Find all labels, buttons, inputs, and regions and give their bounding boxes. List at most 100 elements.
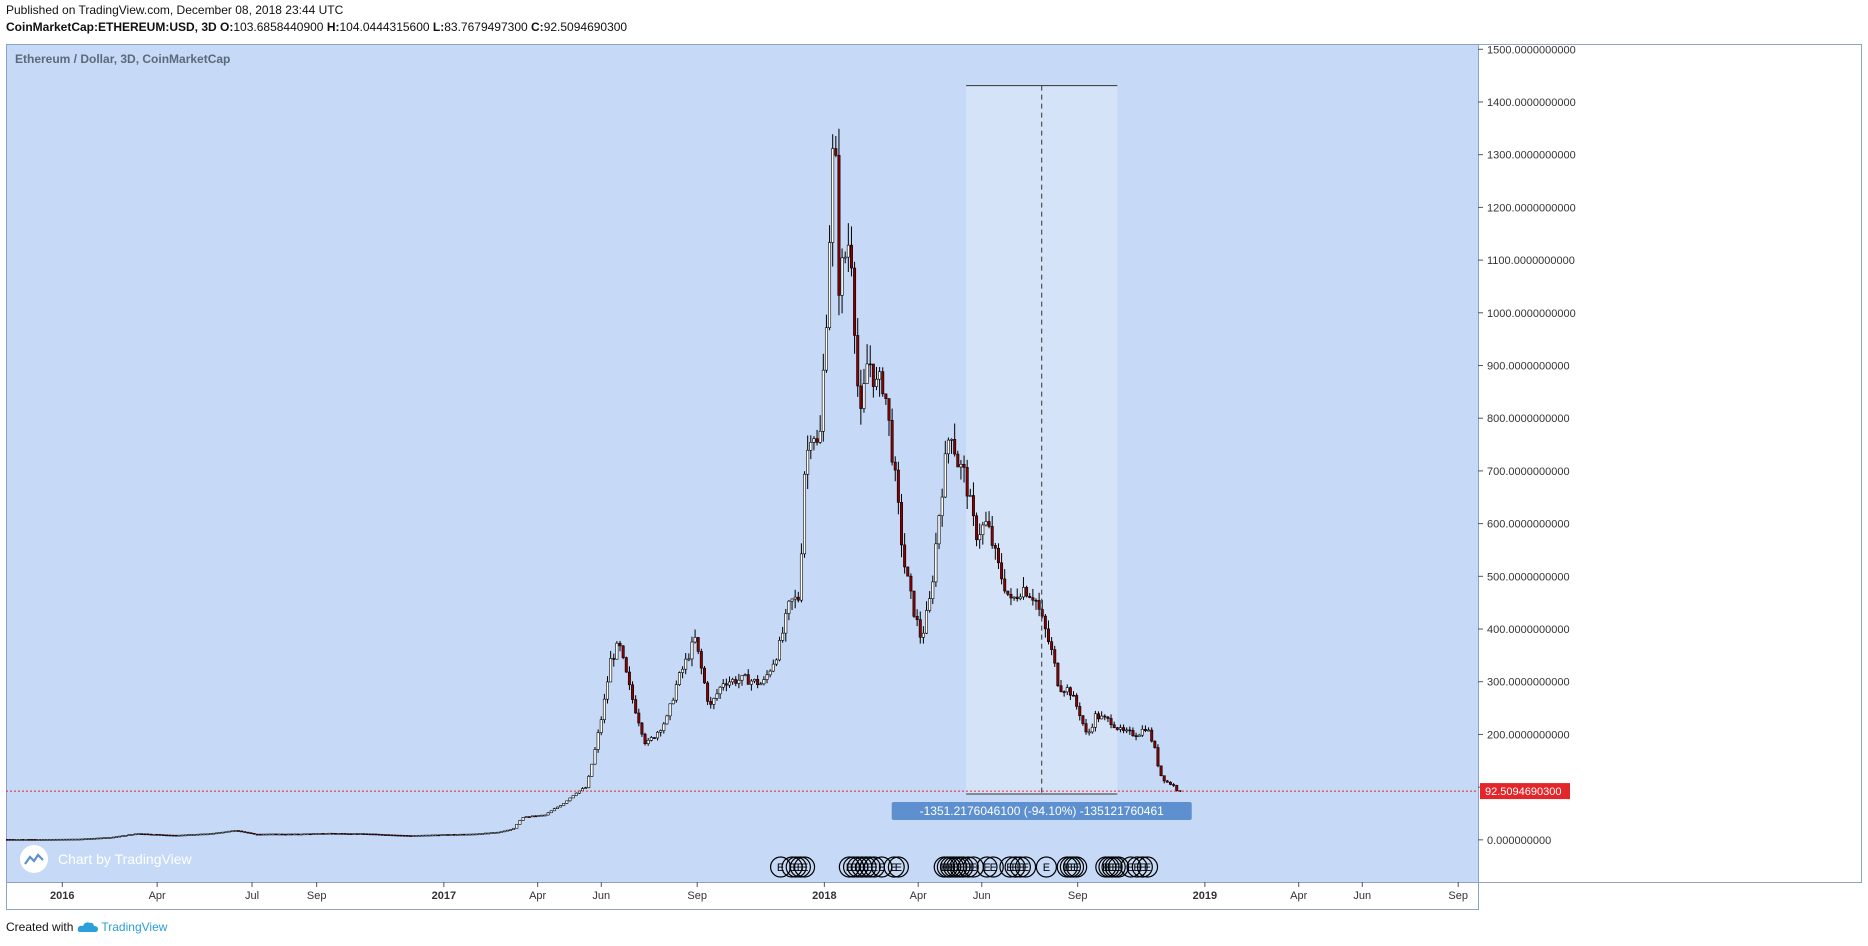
event-marker-icon[interactable] bbox=[838, 856, 860, 878]
event-marker-label: E bbox=[788, 862, 795, 874]
candle-up bbox=[459, 833, 462, 836]
candle-down bbox=[956, 453, 960, 468]
event-marker-label: E bbox=[1017, 862, 1024, 874]
high-label: H: bbox=[326, 20, 340, 34]
candle-down bbox=[333, 833, 337, 835]
candle-up bbox=[287, 833, 290, 836]
candle-up bbox=[102, 837, 106, 839]
candle-down bbox=[971, 495, 975, 517]
y-tick-label: 1500.0000000000 bbox=[1487, 44, 1576, 56]
event-marker-icon[interactable] bbox=[793, 856, 816, 878]
last-price-tag bbox=[1480, 783, 1570, 800]
event-marker-label: E bbox=[854, 862, 861, 874]
x-tick-label: Apr bbox=[149, 890, 166, 902]
event-marker-label: E bbox=[862, 862, 869, 874]
candle-up bbox=[712, 698, 716, 705]
candle-down bbox=[1059, 685, 1063, 692]
event-marker-icon[interactable] bbox=[781, 856, 803, 878]
event-marker-icon[interactable] bbox=[1120, 856, 1142, 878]
event-marker-icon[interactable] bbox=[883, 856, 905, 878]
candle-up bbox=[193, 834, 197, 836]
event-marker-label: E bbox=[850, 862, 857, 874]
event-marker-icon[interactable] bbox=[855, 856, 877, 878]
candle-up bbox=[177, 834, 181, 837]
price-chart[interactable]: 0.000000000100.0000000000200.00000000003… bbox=[6, 44, 1862, 910]
candle-up bbox=[36, 839, 40, 841]
candle-up bbox=[659, 730, 663, 733]
candle-up bbox=[430, 834, 434, 837]
candle-up bbox=[784, 613, 788, 634]
candle-down bbox=[396, 834, 400, 837]
candle-down bbox=[896, 469, 900, 503]
high-value: 104.0444315600 bbox=[339, 20, 430, 34]
candle-up bbox=[602, 698, 606, 720]
event-marker-icon[interactable] bbox=[1131, 856, 1153, 878]
candle-up bbox=[490, 832, 494, 834]
candle-down bbox=[953, 439, 957, 455]
candle-up bbox=[52, 838, 56, 841]
chart-title: Ethereum / Dollar, 3D, CoinMarketCap bbox=[15, 52, 231, 66]
candle-down bbox=[1112, 724, 1116, 728]
candle-up bbox=[418, 834, 422, 837]
event-marker-icon[interactable] bbox=[1107, 856, 1129, 878]
event-marker-icon[interactable] bbox=[887, 856, 909, 878]
event-marker-icon[interactable] bbox=[1009, 856, 1031, 878]
tradingview-link[interactable]: TradingView bbox=[77, 920, 167, 934]
candle-down bbox=[996, 547, 1000, 564]
candle-up bbox=[186, 834, 190, 836]
candle-up bbox=[540, 814, 544, 817]
candle-up bbox=[565, 800, 569, 804]
event-marker-icon[interactable] bbox=[999, 856, 1021, 878]
chart-frame[interactable]: 0.000000000100.0000000000200.00000000003… bbox=[6, 44, 1862, 910]
event-marker-icon[interactable] bbox=[1004, 856, 1026, 878]
event-marker-icon[interactable] bbox=[1126, 856, 1148, 878]
event-marker-icon[interactable] bbox=[842, 856, 865, 878]
candle-up bbox=[937, 515, 941, 545]
candle-up bbox=[1147, 729, 1151, 732]
event-marker-label: E bbox=[797, 862, 804, 874]
event-marker-icon[interactable] bbox=[1066, 856, 1088, 878]
candle-up bbox=[931, 581, 935, 599]
tradingview-watermark[interactable]: Chart by TradingView bbox=[20, 845, 192, 873]
candle-up bbox=[1125, 729, 1129, 732]
candle-down bbox=[399, 834, 403, 837]
event-marker-icon[interactable] bbox=[982, 856, 1004, 878]
candle-up bbox=[774, 659, 778, 665]
symbol-label: CoinMarketCap:ETHEREUM:USD, 3D bbox=[6, 20, 217, 34]
event-marker-label: E bbox=[846, 862, 853, 874]
candle-up bbox=[690, 641, 694, 660]
candle-down bbox=[868, 363, 872, 366]
candle-down bbox=[1134, 735, 1138, 738]
event-marker-icon[interactable] bbox=[871, 856, 893, 878]
event-marker-icon[interactable] bbox=[859, 856, 881, 878]
y-tick-label: 1400.0000000000 bbox=[1487, 97, 1576, 109]
candle-up bbox=[787, 600, 791, 614]
event-marker-icon[interactable] bbox=[1035, 856, 1058, 878]
event-marker-icon[interactable] bbox=[952, 856, 974, 878]
candle-up bbox=[1022, 587, 1025, 598]
candle-up bbox=[530, 815, 534, 818]
candle-up bbox=[537, 815, 541, 817]
y-tick-label: 400.0000000000 bbox=[1487, 624, 1570, 636]
event-marker-icon[interactable] bbox=[1136, 856, 1159, 878]
event-marker-icon[interactable] bbox=[1014, 856, 1037, 878]
event-marker-icon[interactable] bbox=[847, 856, 869, 878]
candle-up bbox=[875, 378, 878, 387]
candle-up bbox=[665, 715, 669, 725]
candle-down bbox=[627, 671, 631, 686]
candle-down bbox=[296, 833, 300, 836]
candle-down bbox=[1047, 628, 1050, 642]
event-marker-icon[interactable] bbox=[789, 856, 811, 878]
candle-down bbox=[1062, 691, 1066, 693]
candle-down bbox=[643, 733, 647, 744]
candle-down bbox=[30, 839, 34, 841]
candle-down bbox=[27, 839, 31, 841]
candle-down bbox=[1031, 597, 1035, 601]
candle-down bbox=[756, 678, 760, 685]
event-marker-icon[interactable] bbox=[976, 856, 998, 878]
candle-down bbox=[1072, 694, 1075, 697]
candle-down bbox=[993, 545, 997, 549]
candle-up bbox=[499, 831, 503, 833]
event-marker-icon[interactable] bbox=[785, 856, 807, 878]
event-marker-icon[interactable] bbox=[957, 856, 979, 878]
